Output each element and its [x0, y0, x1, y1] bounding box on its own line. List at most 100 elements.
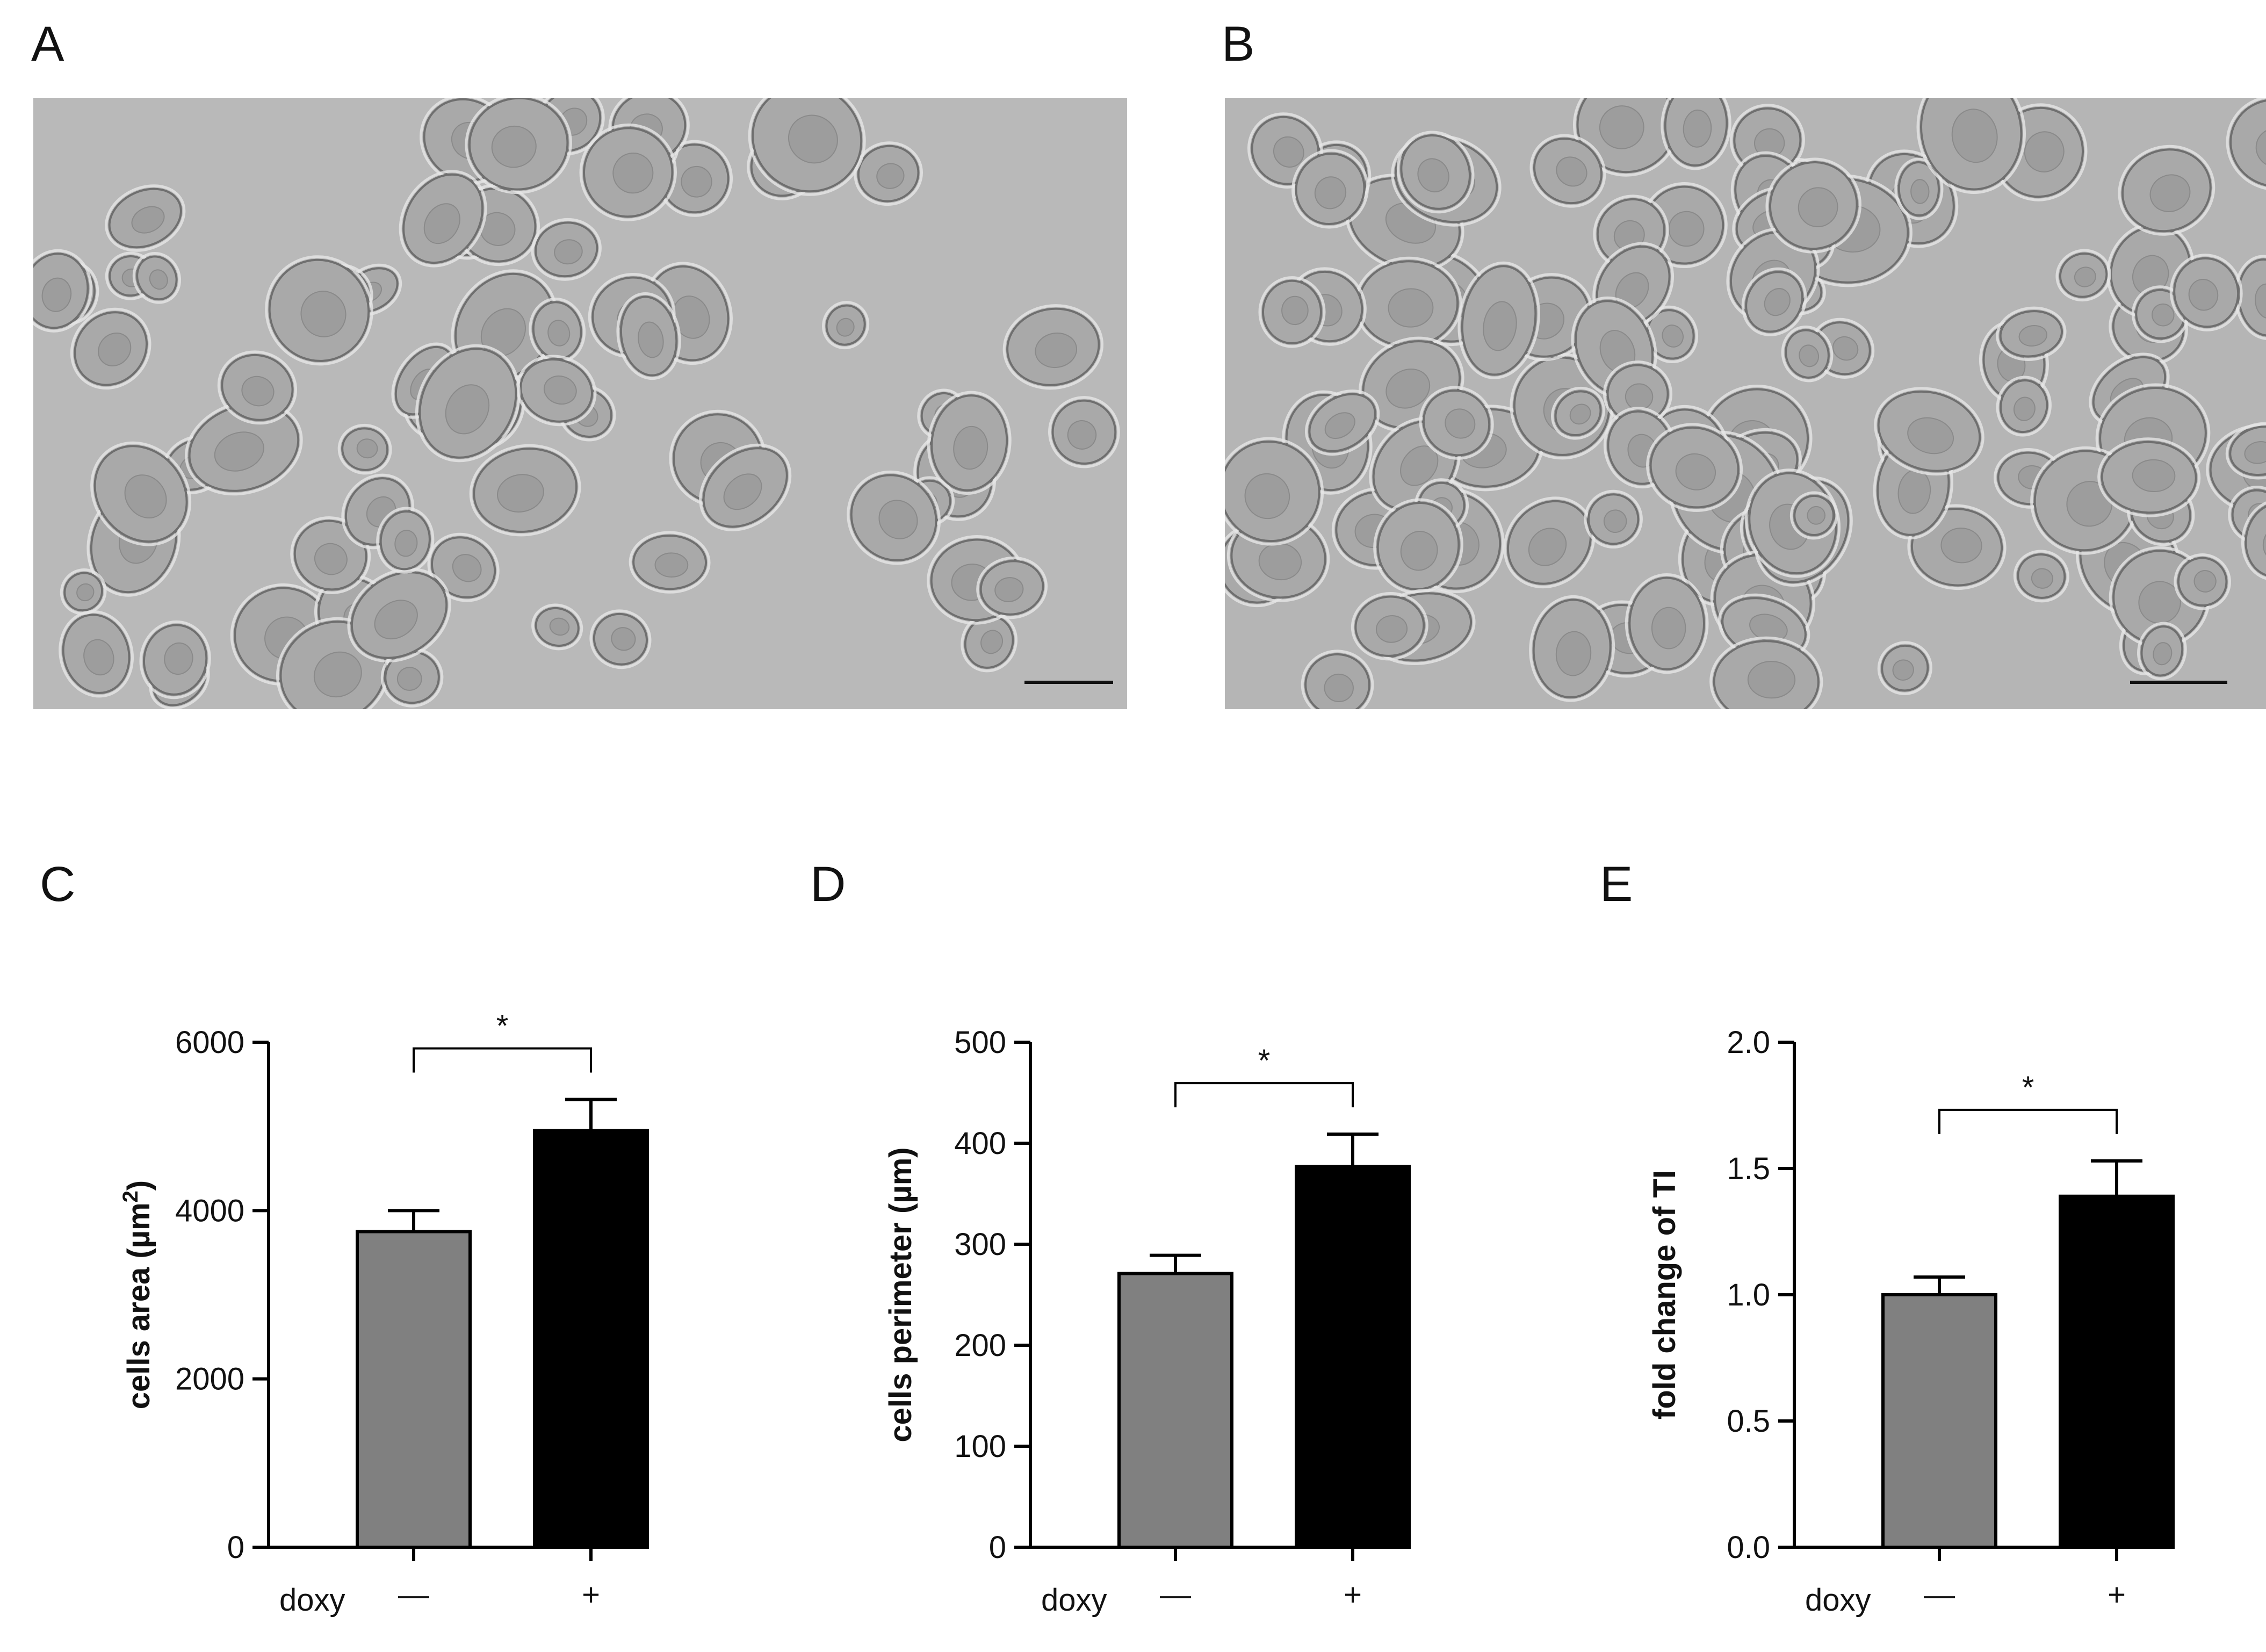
chart-d-x-tick-label: + — [1344, 1577, 1362, 1612]
chart-e-y-tick-label: 1.0 — [1727, 1278, 1770, 1312]
cell-blob — [961, 612, 1018, 673]
cell-blob — [70, 307, 151, 390]
cell-blob — [1781, 325, 1834, 383]
chart-d-y-tick-label: 500 — [954, 1025, 1006, 1060]
chart-e-y-tick-label: 1.5 — [1727, 1151, 1770, 1186]
cell-blob — [2137, 622, 2187, 680]
cell-blob — [139, 620, 211, 699]
chart-d-y-tick-label: 100 — [954, 1429, 1006, 1464]
cell-blob — [380, 647, 444, 708]
cell-blob — [90, 441, 192, 546]
chart-d-y-tick-label: 200 — [954, 1328, 1006, 1363]
cell-blob — [822, 301, 870, 350]
micrograph-a-cells — [33, 98, 1120, 709]
cell-blob — [427, 532, 500, 602]
cell-blob — [579, 123, 677, 221]
chart-e-y-tick-label: 0.5 — [1727, 1404, 1770, 1439]
cell-blob — [1419, 386, 1494, 460]
cell-blob — [2225, 422, 2266, 480]
cell-blob — [1551, 386, 1605, 440]
chart-e-bar — [2059, 1194, 2175, 1549]
cell-blob — [1373, 498, 1463, 594]
cell-blob — [616, 292, 681, 380]
chart-c-y-tick-label: 6000 — [175, 1025, 244, 1060]
cell-blob — [105, 184, 186, 252]
chart-d-x-tick-label: — — [1160, 1577, 1191, 1612]
cell-blob — [1603, 360, 1673, 427]
chart-c-significance-bracket — [413, 1047, 592, 1073]
chart-d-y-label: cells perimeter (µm) — [883, 1147, 918, 1442]
cell-blob — [1529, 134, 1606, 208]
panel-label-c: C — [40, 857, 76, 912]
cell-blob — [629, 531, 711, 594]
cell-blob — [1247, 112, 1323, 189]
cell-blob — [1996, 306, 2067, 361]
chart-c-bar — [356, 1230, 472, 1549]
chart-d: 0 100 200 300 400 500 cells perimeter (µm) — + do… — [869, 978, 1460, 1649]
chart-c-y-label-sup: 2 — [119, 1191, 142, 1202]
chart-d-y-label-main: cells perimeter (µm) — [883, 1147, 918, 1442]
cell-blob — [748, 98, 866, 196]
panel-label-e: E — [1600, 857, 1633, 912]
cell-blob — [2169, 254, 2243, 331]
chart-e-x-tick-label: + — [2108, 1577, 2126, 1612]
cell-blob — [589, 609, 652, 669]
cell-blob — [33, 249, 92, 333]
cell-blob — [265, 255, 373, 366]
chart-d-y-tick-label: 300 — [954, 1227, 1006, 1262]
chart-e-y-tick-label: 0.0 — [1727, 1530, 1770, 1565]
cell-blob — [1996, 376, 2052, 437]
panel-label-d: D — [810, 857, 846, 912]
cell-blob — [2013, 550, 2069, 603]
cell-blob — [376, 507, 435, 574]
cell-blob — [217, 350, 298, 425]
cell-blob — [1661, 98, 1731, 170]
chart-c-significance-label: * — [496, 1009, 509, 1044]
cell-blob — [185, 400, 303, 496]
cell-blob — [1258, 276, 1326, 348]
chart-d-y-tick-label: 0 — [989, 1530, 1006, 1565]
cell-blob — [1584, 489, 1643, 549]
chart-c-group-label: doxy — [279, 1583, 345, 1618]
chart-c-bar — [533, 1129, 649, 1549]
cell-blob — [469, 444, 581, 537]
micrograph-a-image — [33, 98, 1127, 709]
chart-d-bar — [1117, 1272, 1233, 1549]
cell-blob — [2118, 145, 2216, 236]
chart-c: 0 2000 4000 6000 cells area (µm2) — + doxy * — [107, 978, 698, 1649]
cell-blob — [337, 423, 392, 475]
cell-blob — [399, 170, 487, 268]
cell-blob — [2241, 499, 2266, 581]
cell-blob — [1396, 131, 1475, 214]
chart-d-significance-bracket — [1174, 1082, 1354, 1108]
cell-blob — [1351, 591, 1428, 661]
micrograph-a — [33, 98, 1127, 709]
chart-d-svg: 0 100 200 300 400 500 cells perimeter (µm) — + do… — [883, 1025, 1411, 1618]
chart-c-y-label: cells area (µm2) — [119, 1180, 156, 1409]
chart-e-svg: 0.0 0.5 1.0 1.5 2.0 fold change of TI — + doxy * — [1647, 1025, 2175, 1618]
chart-c-x-tick-label: + — [582, 1577, 600, 1612]
cell-blob — [847, 470, 941, 565]
cell-blob — [132, 251, 182, 304]
cell-blob — [854, 141, 923, 206]
chart-d-group-label: doxy — [1041, 1583, 1107, 1618]
chart-c-y-label-close: ) — [121, 1180, 156, 1191]
cell-blob — [60, 568, 107, 615]
cell-blob — [1291, 149, 1369, 229]
cell-blob — [531, 603, 583, 651]
cell-blob — [531, 218, 602, 281]
cell-blob — [1457, 261, 1540, 379]
cell-blob — [1877, 641, 1932, 695]
cell-blob — [1625, 573, 1709, 674]
micrograph-b — [1225, 98, 2266, 709]
cell-blob — [59, 610, 134, 698]
cell-blob — [2226, 98, 2266, 191]
chart-c-y-tick-label: 4000 — [175, 1193, 244, 1228]
chart-d-significance-label: * — [1258, 1043, 1271, 1078]
cell-blob — [1225, 437, 1324, 546]
cell-blob — [1048, 396, 1120, 468]
chart-c-y-tick-label: 2000 — [175, 1362, 244, 1397]
cell-blob — [1301, 650, 1374, 709]
cell-blob — [1304, 389, 1380, 456]
cell-blob — [1894, 157, 1944, 220]
